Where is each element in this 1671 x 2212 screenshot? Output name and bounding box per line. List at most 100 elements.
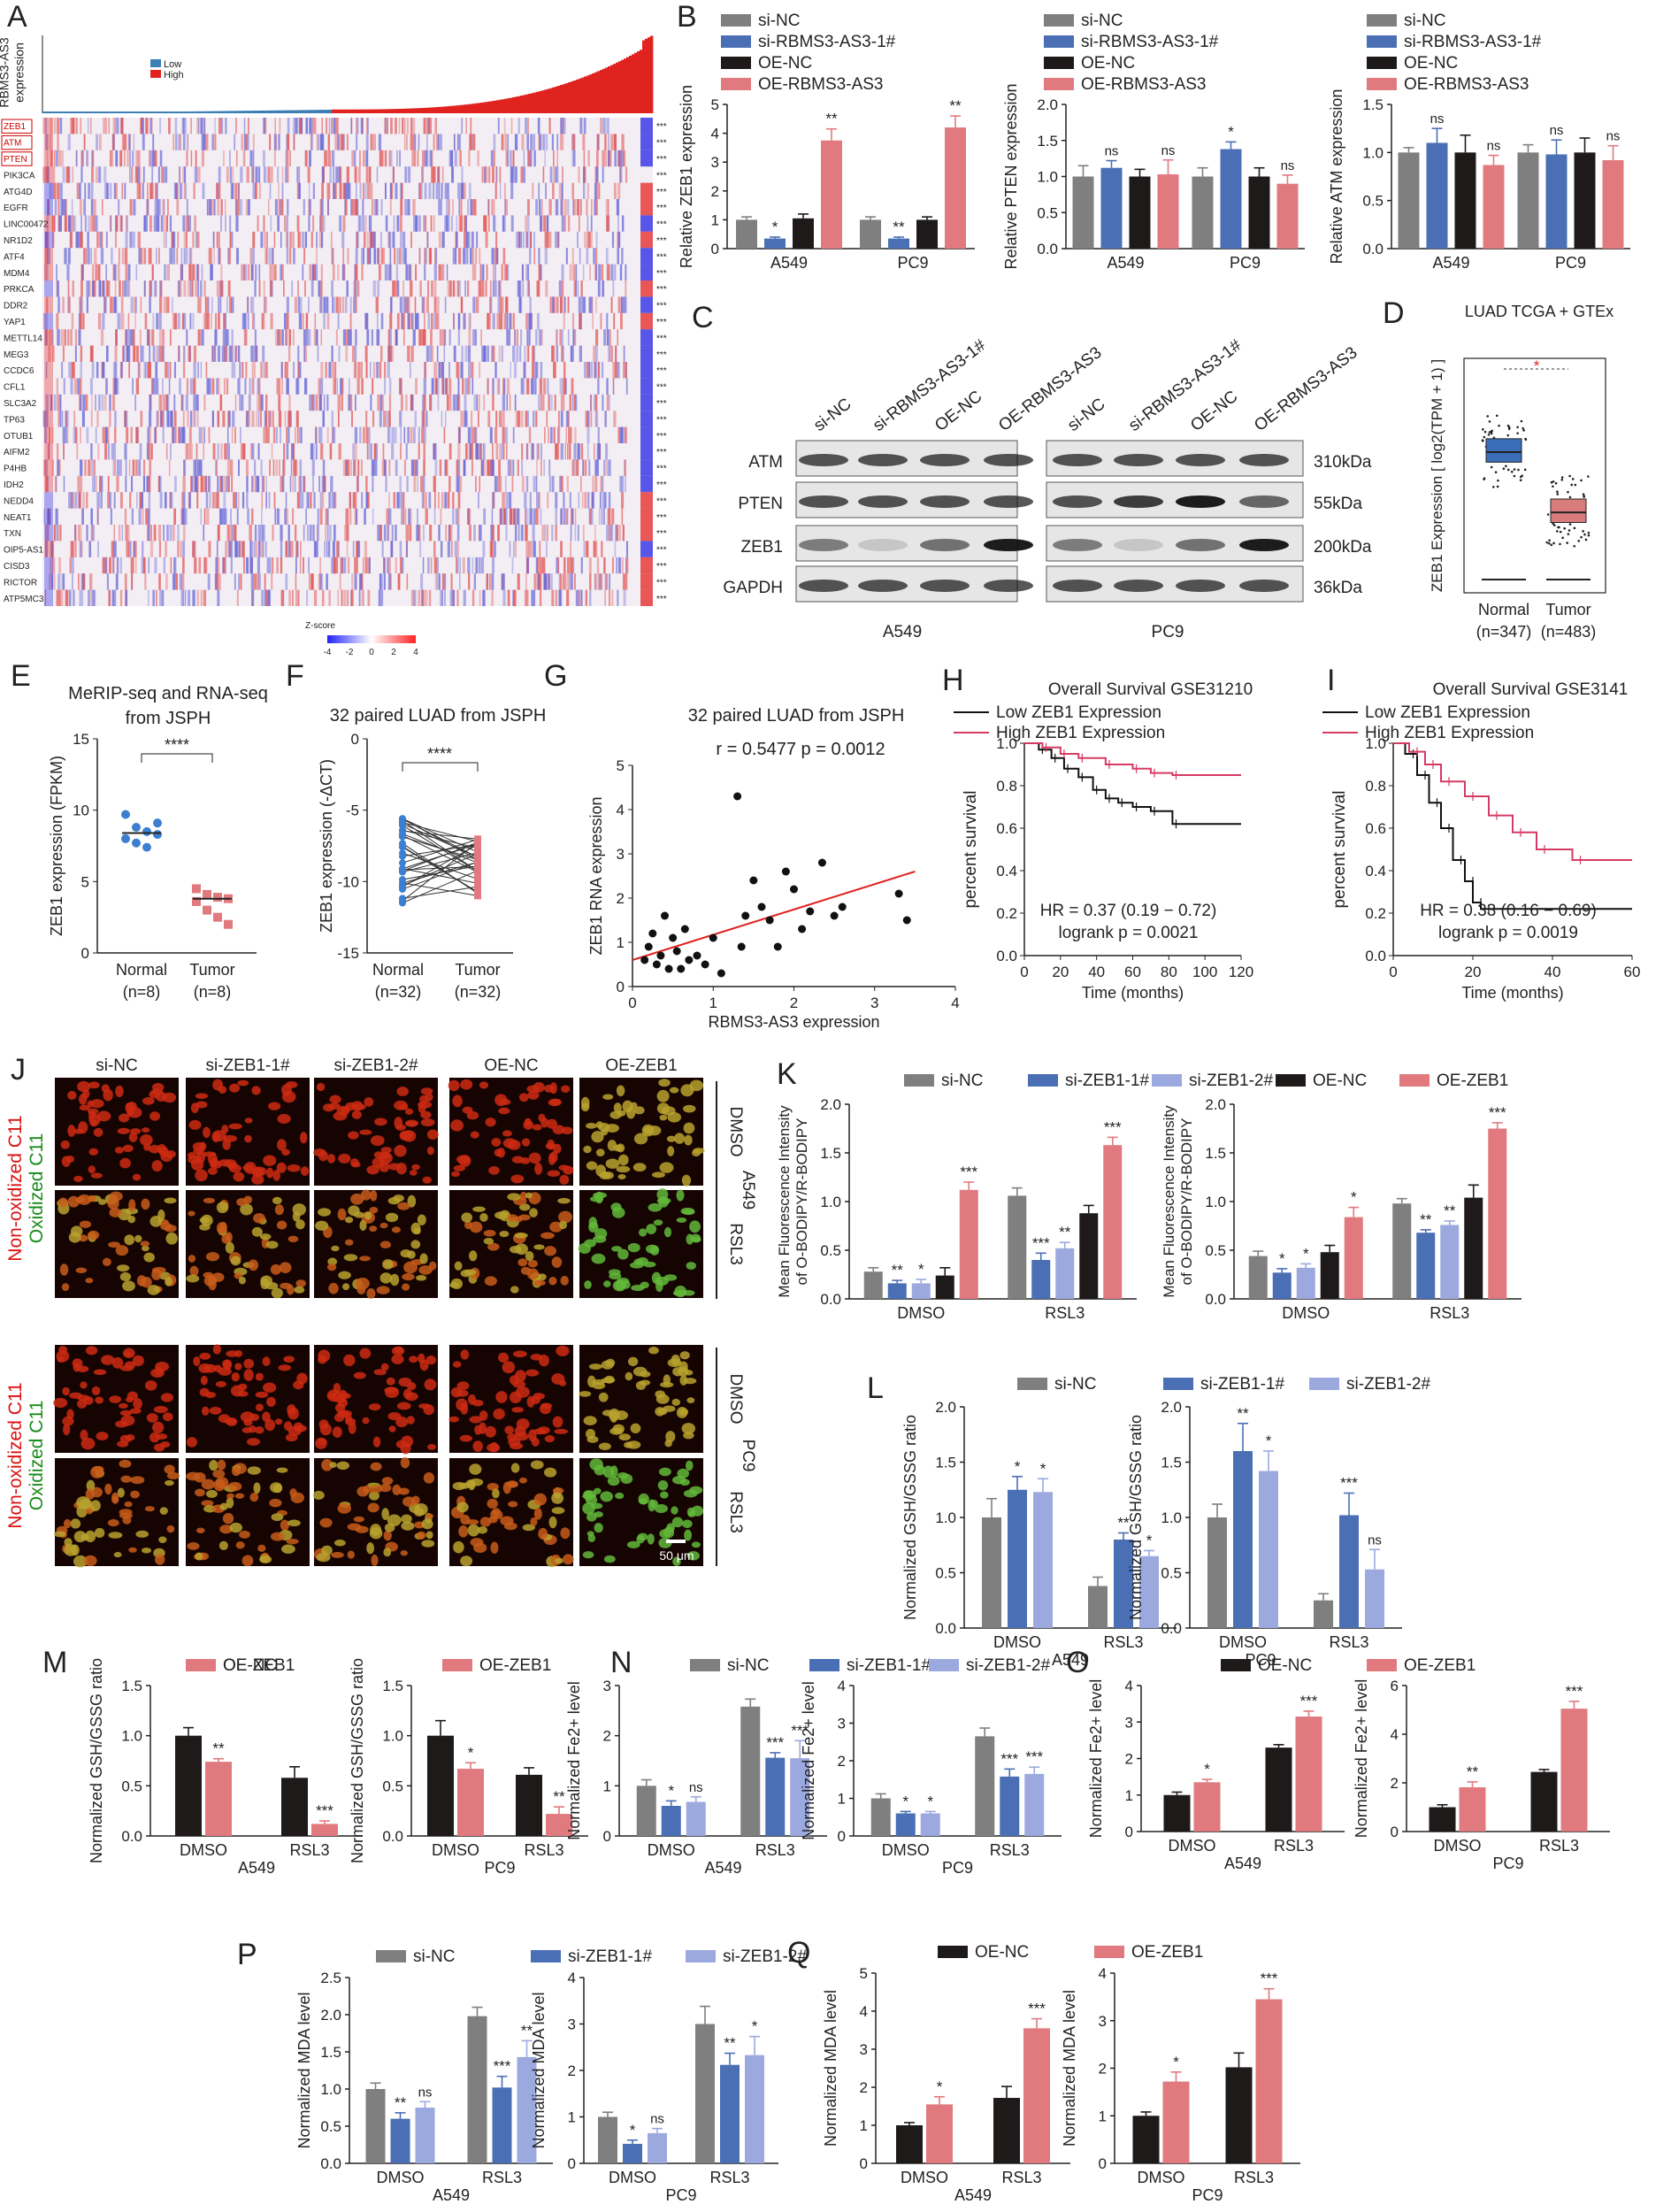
heatmap-cell: [567, 557, 570, 573]
heatmap-cell: [203, 525, 204, 541]
heatmap-cell: [586, 427, 589, 443]
heatmap-cell: [552, 296, 554, 312]
heatmap-cell: [464, 590, 466, 606]
blot-band: [1053, 454, 1102, 466]
heatmap-cell: [589, 265, 591, 280]
heatmap-cell: [154, 215, 157, 231]
heatmap-cell: [418, 443, 420, 459]
heatmap-cell: [75, 346, 77, 362]
heatmap-cell: [347, 248, 349, 264]
heatmap-cell: [343, 590, 346, 606]
cell: [313, 1148, 326, 1156]
heatmap-cell: [390, 248, 392, 264]
heatmap-cell: [321, 265, 323, 280]
heatmap-cell: [147, 183, 148, 199]
heatmap-cell: [106, 346, 109, 362]
heatmap-cell: [359, 427, 361, 443]
heatmap-cell: [166, 443, 168, 459]
heatmap-cell: [226, 476, 229, 492]
expression-bar: [196, 111, 199, 113]
heatmap-cell: [224, 476, 226, 492]
heatmap-cell: [595, 248, 597, 264]
heatmap-cell: [83, 313, 85, 329]
panel-letter-D: D: [1383, 296, 1405, 330]
heatmap-cell: [109, 411, 111, 426]
heatmap-cell: [546, 134, 548, 150]
expression-bar: [310, 110, 313, 113]
heatmap-edge-cell: [640, 248, 653, 264]
jitter-point: [1573, 545, 1575, 548]
heatmap-cell: [351, 411, 353, 426]
heatmap-cell: [322, 118, 323, 134]
heatmap-cell: [325, 509, 327, 525]
n-label: (n=347): [1476, 623, 1532, 641]
y-tick-label: 0.4: [996, 863, 1017, 879]
heatmap-cell: [339, 296, 341, 312]
column-label: si-ZEB1-1#: [205, 1056, 289, 1075]
expression-bar: [515, 96, 517, 113]
expression-bar: [403, 109, 406, 113]
cell: [151, 1088, 164, 1094]
heatmap-cell: [236, 199, 239, 215]
cell: [692, 1149, 701, 1156]
cell: [420, 1111, 431, 1119]
heatmap-cell: [389, 427, 391, 443]
heatmap-cell: [172, 427, 175, 443]
heatmap-cell: [555, 232, 557, 248]
heatmap-cell: [55, 476, 57, 492]
heatmap-cell: [586, 411, 587, 426]
x-tick-label: 0: [1020, 964, 1028, 980]
heatmap-cell: [373, 362, 375, 378]
heatmap-cell: [254, 476, 256, 492]
heatmap-cell: [564, 118, 566, 134]
heatmap-cell: [232, 411, 234, 426]
heatmap-cell: [218, 411, 220, 426]
heatmap-cell: [252, 150, 254, 166]
heatmap-cell: [180, 541, 181, 557]
heatmap-cell: [349, 509, 351, 525]
expression-bar: [395, 109, 398, 113]
panel-letter-A: A: [7, 0, 27, 34]
heatmap-cell: [475, 248, 477, 264]
heatmap-cell: [266, 476, 267, 492]
heatmap-cell: [622, 509, 624, 525]
expression-bar: [326, 110, 329, 113]
heatmap-cell: [606, 199, 608, 215]
heatmap-cell: [98, 166, 101, 182]
data-point: [766, 917, 774, 925]
heatmap-cell: [380, 232, 381, 248]
heatmap-cell: [319, 557, 321, 573]
heatmap-cell: [600, 313, 602, 329]
heatmap-cell: [551, 525, 553, 541]
heatmap-cell: [580, 590, 582, 606]
heatmap-cell: [213, 199, 215, 215]
heatmap-cell: [187, 443, 189, 459]
expression-bar: [279, 111, 281, 113]
expression-bar: [159, 111, 162, 113]
heatmap-cell: [112, 134, 114, 150]
significance-label: ***: [656, 318, 667, 327]
heatmap-cell: [184, 232, 186, 248]
heatmap-cell: [614, 150, 616, 166]
heatmap-cell: [83, 199, 86, 215]
heatmap-cell: [99, 134, 102, 150]
heatmap-cell: [447, 395, 449, 411]
heatmap-cell: [623, 150, 625, 166]
y-tick-label: 3: [617, 846, 625, 863]
expression-bar: [257, 111, 260, 113]
heatmap-cell: [595, 411, 597, 426]
data-point: [399, 826, 406, 833]
blot-band: [799, 495, 848, 508]
heatmap-cell: [561, 280, 563, 296]
legend-swatch: [721, 35, 751, 48]
heatmap-cell: [486, 232, 488, 248]
heatmap-cell: [385, 118, 387, 134]
heatmap-cell: [528, 346, 530, 362]
heatmap-cell: [61, 329, 64, 345]
heatmap-cell: [86, 492, 88, 508]
heatmap-cell: [90, 346, 93, 362]
cell: [327, 1154, 335, 1164]
y-axis-label: ZEB1 Expression [ log2(TPM + 1) ]: [1429, 359, 1445, 592]
heatmap-cell: [560, 509, 563, 525]
heatmap-cell: [64, 248, 66, 264]
